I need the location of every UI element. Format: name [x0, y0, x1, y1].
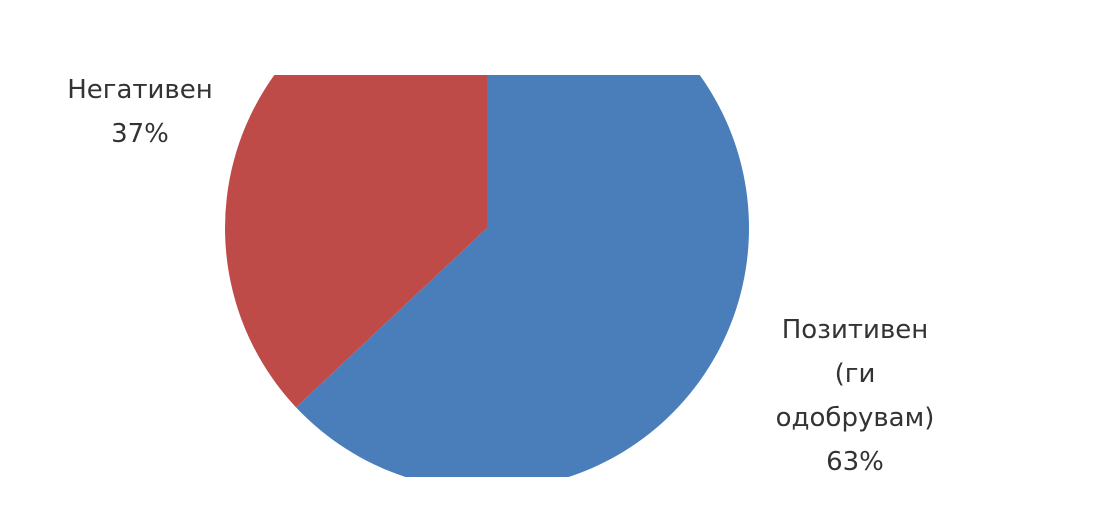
- pie-slice-2: [225, 75, 487, 408]
- pie-labels: Позитивен (ги одобрувам) 63% Негативен 37%: [67, 75, 934, 477]
- pie-slice-label-line: 63%: [826, 447, 884, 477]
- pie-slice-label-1: Позитивен (ги одобрувам) 63%: [776, 315, 935, 477]
- pie-slice-label-line: Позитивен: [782, 315, 929, 345]
- pie-slice-1: [296, 75, 749, 477]
- pie-slice-label-2: Негативен 37%: [67, 75, 213, 149]
- pie-slice-label-line: (ги: [835, 359, 876, 389]
- pie-slice-label-line: 37%: [111, 119, 169, 149]
- pie-slice-label-line: Негативен: [67, 75, 213, 105]
- pie-slices: [225, 75, 749, 477]
- pie-slice-label-line: одобрувам): [776, 403, 935, 433]
